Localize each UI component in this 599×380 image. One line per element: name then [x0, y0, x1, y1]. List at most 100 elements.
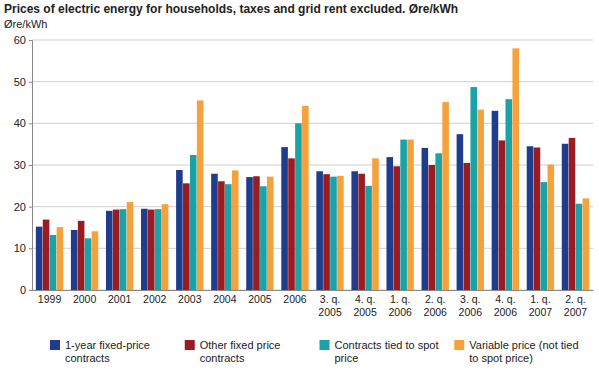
plot: 0102030405060199920002001200220032004200… [14, 34, 594, 318]
bar [57, 227, 64, 290]
tick-label: 1. q.2007 [529, 293, 553, 317]
legend-item: Other fixed pricecontracts [185, 339, 281, 364]
bar [372, 158, 379, 290]
bar [141, 209, 148, 290]
tick-label: 40 [14, 117, 26, 129]
tick-label-line: 2007 [529, 306, 553, 318]
bar [260, 186, 267, 290]
bar [464, 163, 471, 290]
legend-label-line: Variable price (not tied [469, 339, 578, 351]
bar [576, 204, 583, 290]
bar [457, 134, 464, 290]
tick: 2005 [248, 290, 272, 305]
legend-label-line: 1-year fixed-price [65, 339, 150, 351]
bar [428, 165, 435, 290]
tick-label-line: 2005 [318, 306, 342, 318]
series [43, 138, 576, 290]
bars [36, 48, 589, 290]
bar [351, 171, 358, 290]
tick: 30 [14, 159, 32, 171]
bar [183, 183, 190, 290]
bar [512, 48, 519, 290]
x-axis: 199920002001200220032004200520063. q.200… [33, 290, 594, 318]
tick-mark [29, 40, 32, 41]
tick-label: 2002 [143, 293, 167, 305]
bar [218, 181, 225, 290]
tick-mark [29, 82, 32, 83]
legend-item: Variable price (not tiedto spot price) [454, 339, 578, 364]
tick: 60 [14, 34, 32, 46]
tick-label: 1999 [38, 293, 62, 305]
bar [246, 177, 253, 290]
tick: 1. q.2006 [388, 290, 412, 318]
bar [78, 221, 85, 290]
tick-label: 2004 [213, 293, 237, 305]
tick-mark [29, 248, 32, 249]
bar [499, 140, 506, 290]
tick-label: 60 [14, 34, 26, 46]
bar [442, 102, 449, 290]
bar [492, 111, 499, 290]
tick-label: 0 [20, 284, 26, 296]
bar [548, 165, 555, 290]
axis-line [33, 290, 594, 291]
legend-label: 1-year fixed-pricecontracts [65, 339, 150, 364]
tick: 1. q.2007 [529, 290, 553, 318]
legend-swatch [50, 340, 60, 350]
axis-line [29, 41, 33, 291]
bar [148, 210, 155, 290]
legend-label-line: price [335, 352, 359, 364]
tick-label: 2. q.2007 [564, 293, 588, 317]
tick: 2006 [283, 290, 307, 305]
bar [155, 209, 162, 290]
tick: 2000 [73, 290, 97, 305]
legend-swatch [185, 340, 195, 350]
tick: 2004 [213, 290, 237, 305]
bar [225, 184, 232, 290]
tick-label: 2006 [283, 293, 307, 305]
tick-mark [29, 290, 32, 291]
tick: 4. q.2005 [353, 290, 377, 318]
tick-label-line: 2. q. [425, 293, 445, 305]
bar [323, 174, 330, 290]
bar [534, 148, 541, 291]
tick: 0 [20, 284, 32, 296]
tick-label-line: 4. q. [355, 293, 375, 305]
tick-mark [29, 207, 32, 208]
tick-label-line: 3. q. [460, 293, 480, 305]
bar [85, 238, 92, 290]
bar [92, 231, 99, 290]
tick-label: 2. q.2006 [424, 293, 448, 317]
tick-label: 2000 [73, 293, 97, 305]
bar [470, 87, 477, 290]
legend-item: 1-year fixed-pricecontracts [50, 339, 150, 364]
bar [36, 227, 43, 290]
tick-label-line: 1. q. [530, 293, 550, 305]
title: Prices of electric energy for households… [4, 2, 458, 16]
bar [365, 186, 372, 290]
legend-label-line: Other fixed price [200, 339, 281, 351]
tick-label-line: 2006 [424, 306, 448, 318]
bar [281, 147, 288, 290]
bar [569, 138, 576, 290]
legend-label: Variable price (not tiedto spot price) [469, 339, 578, 364]
tick-label-line: 3. q. [320, 293, 340, 305]
chart: Prices of electric energy for households… [0, 0, 599, 380]
legend-item: Contracts tied to spotprice [320, 339, 439, 364]
tick: 2. q.2007 [564, 290, 588, 318]
y-axis-title: Øre/kWh [4, 18, 47, 30]
tick-label-line: 2006 [388, 306, 412, 318]
bar [330, 177, 337, 290]
tick-label: 4. q.2006 [494, 293, 518, 317]
grid-line [32, 40, 593, 41]
tick: 2003 [178, 290, 202, 305]
bar [162, 204, 169, 290]
tick-label-line: 2006 [459, 306, 483, 318]
tick-label: 4. q.2005 [353, 293, 377, 317]
tick-mark [29, 165, 32, 166]
tick-label: 50 [14, 76, 26, 88]
series [57, 48, 590, 290]
series [50, 87, 583, 290]
y-axis: 0102030405060 [14, 34, 33, 296]
bar [113, 210, 120, 290]
